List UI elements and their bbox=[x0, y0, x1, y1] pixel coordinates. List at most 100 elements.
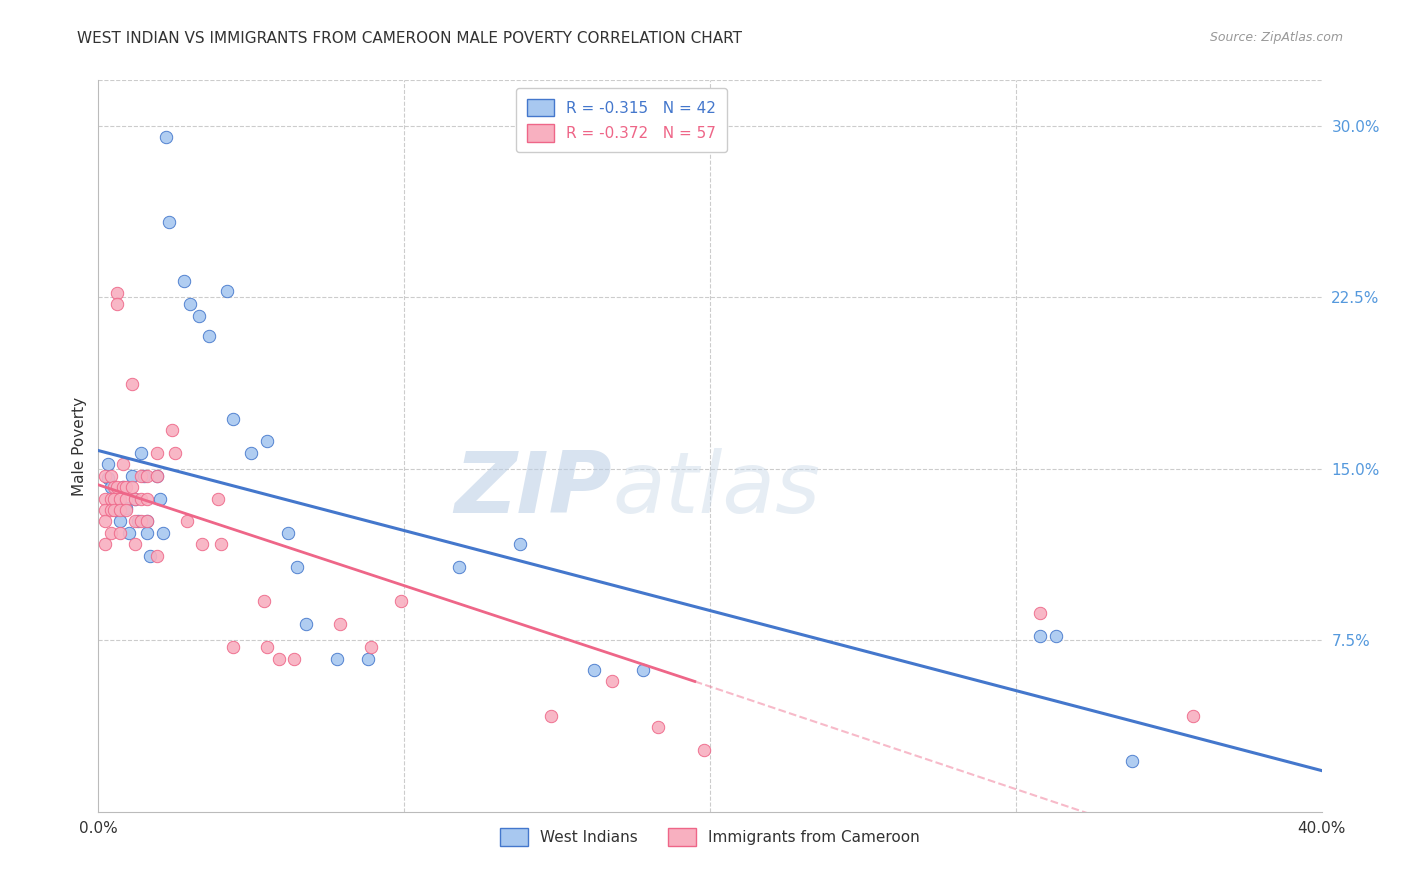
Point bbox=[115, 480, 138, 494]
Point bbox=[139, 549, 162, 563]
Point bbox=[136, 515, 159, 529]
Point bbox=[176, 515, 198, 529]
Point bbox=[215, 284, 238, 298]
Point bbox=[103, 491, 125, 506]
Point bbox=[129, 468, 152, 483]
Point bbox=[326, 651, 349, 665]
Point bbox=[100, 525, 122, 540]
Point bbox=[222, 640, 245, 655]
Point bbox=[389, 594, 412, 608]
Point bbox=[100, 480, 122, 494]
Text: WEST INDIAN VS IMMIGRANTS FROM CAMEROON MALE POVERTY CORRELATION CHART: WEST INDIAN VS IMMIGRANTS FROM CAMEROON … bbox=[77, 31, 742, 46]
Legend: West Indians, Immigrants from Cameroon: West Indians, Immigrants from Cameroon bbox=[491, 820, 929, 855]
Point bbox=[124, 537, 146, 551]
Point bbox=[111, 480, 134, 494]
Point bbox=[97, 471, 120, 485]
Point bbox=[222, 411, 245, 425]
Point bbox=[155, 130, 177, 145]
Point bbox=[582, 663, 605, 677]
Point bbox=[115, 500, 138, 515]
Point bbox=[295, 617, 318, 632]
Point bbox=[111, 480, 134, 494]
Point bbox=[152, 525, 174, 540]
Point bbox=[105, 297, 128, 311]
Point bbox=[136, 491, 159, 506]
Point bbox=[103, 503, 125, 517]
Point bbox=[356, 651, 378, 665]
Point bbox=[103, 480, 125, 494]
Point bbox=[118, 525, 141, 540]
Point bbox=[449, 560, 471, 574]
Point bbox=[631, 663, 654, 677]
Point bbox=[145, 549, 167, 563]
Point bbox=[693, 743, 716, 757]
Point bbox=[256, 434, 278, 449]
Point bbox=[129, 446, 152, 460]
Point bbox=[97, 458, 120, 472]
Point bbox=[188, 309, 211, 323]
Y-axis label: Male Poverty: Male Poverty bbox=[72, 396, 87, 496]
Point bbox=[108, 525, 131, 540]
Point bbox=[1182, 708, 1205, 723]
Point bbox=[136, 525, 159, 540]
Point bbox=[1029, 606, 1052, 620]
Point bbox=[100, 491, 122, 506]
Point bbox=[329, 617, 352, 632]
Point bbox=[93, 537, 115, 551]
Point bbox=[173, 275, 195, 289]
Point bbox=[283, 651, 305, 665]
Point bbox=[240, 446, 263, 460]
Point bbox=[124, 491, 146, 506]
Point bbox=[93, 503, 115, 517]
Point bbox=[105, 480, 128, 494]
Point bbox=[111, 458, 134, 472]
Point bbox=[136, 468, 159, 483]
Point bbox=[93, 468, 115, 483]
Point bbox=[149, 491, 172, 506]
Point bbox=[540, 708, 562, 723]
Point bbox=[121, 468, 143, 483]
Point bbox=[252, 594, 274, 608]
Point bbox=[509, 537, 531, 551]
Point bbox=[115, 503, 138, 517]
Point bbox=[100, 468, 122, 483]
Point bbox=[136, 515, 159, 529]
Point bbox=[647, 720, 669, 734]
Point bbox=[127, 515, 149, 529]
Point bbox=[121, 377, 143, 392]
Point bbox=[1121, 755, 1143, 769]
Point bbox=[105, 503, 128, 517]
Point bbox=[1045, 629, 1067, 643]
Point bbox=[129, 515, 152, 529]
Point bbox=[191, 537, 214, 551]
Point bbox=[115, 491, 138, 506]
Point bbox=[145, 446, 167, 460]
Point bbox=[197, 329, 219, 343]
Point bbox=[360, 640, 382, 655]
Text: Source: ZipAtlas.com: Source: ZipAtlas.com bbox=[1209, 31, 1343, 45]
Point bbox=[277, 525, 299, 540]
Point bbox=[145, 468, 167, 483]
Point bbox=[163, 446, 186, 460]
Point bbox=[108, 491, 131, 506]
Text: ZIP: ZIP bbox=[454, 449, 612, 532]
Point bbox=[129, 491, 152, 506]
Point bbox=[1029, 629, 1052, 643]
Point bbox=[179, 297, 201, 311]
Point bbox=[108, 503, 131, 517]
Point bbox=[267, 651, 290, 665]
Point bbox=[209, 537, 232, 551]
Point bbox=[134, 468, 156, 483]
Point bbox=[100, 503, 122, 517]
Text: atlas: atlas bbox=[612, 449, 820, 532]
Point bbox=[93, 491, 115, 506]
Point bbox=[157, 215, 180, 229]
Point bbox=[105, 285, 128, 300]
Point bbox=[145, 468, 167, 483]
Point bbox=[121, 480, 143, 494]
Point bbox=[285, 560, 308, 574]
Point bbox=[207, 491, 229, 506]
Point bbox=[108, 515, 131, 529]
Point bbox=[160, 423, 183, 437]
Point bbox=[124, 515, 146, 529]
